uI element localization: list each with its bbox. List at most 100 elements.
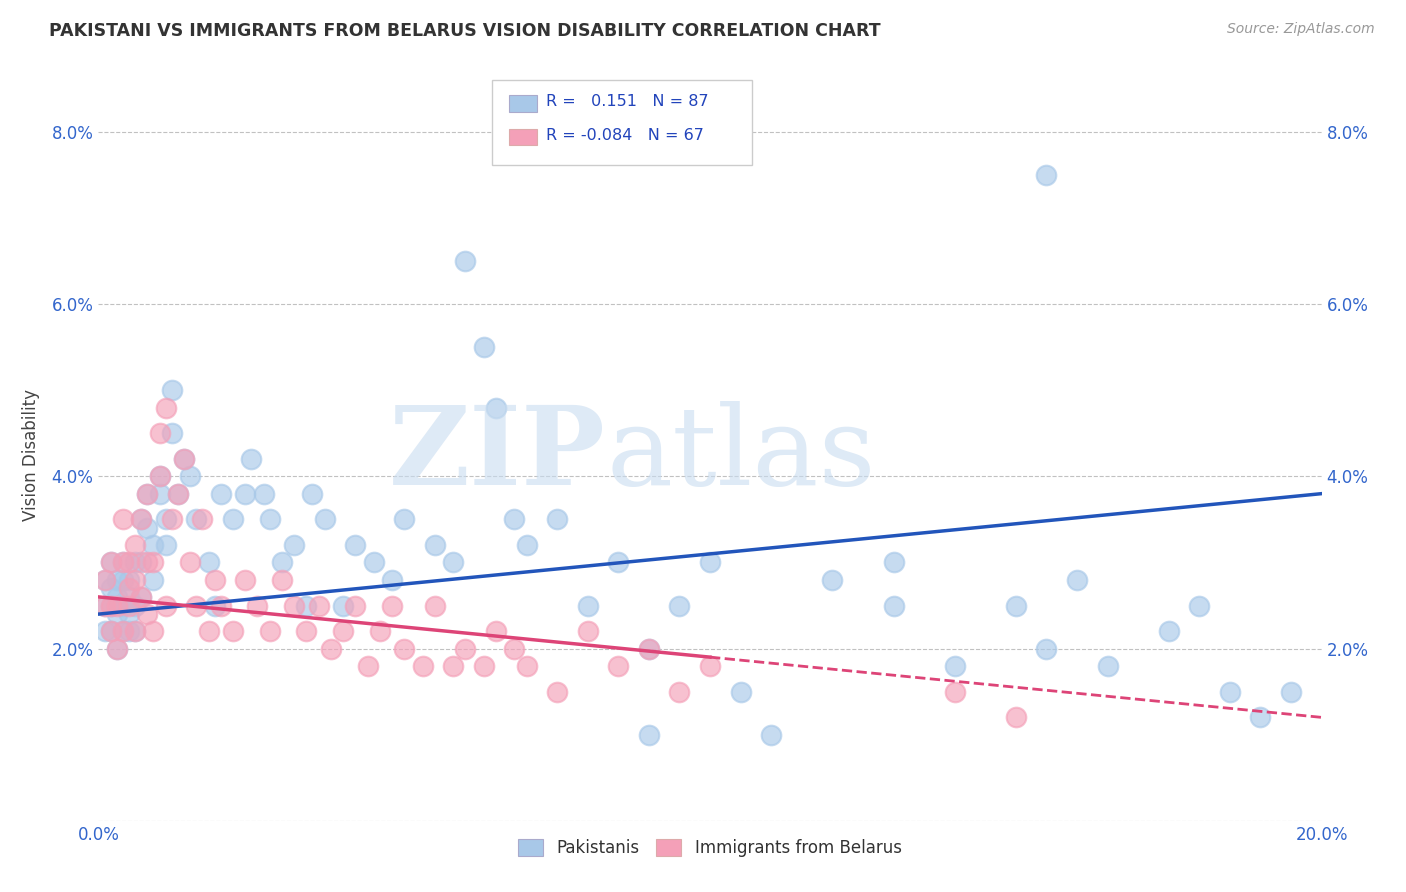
Point [283,599,305,613]
Point [124,556,146,570]
Point [332,599,354,613]
Point [503,641,526,656]
Point [344,599,367,613]
Legend: Pakistanis, Immigrants from Belarus: Pakistanis, Immigrants from Belarus [512,832,908,863]
Point [485,624,508,639]
Point [441,658,464,673]
Point [668,599,690,613]
Y-axis label: Vision Disability: Vision Disability [22,389,41,521]
Point [136,486,159,500]
Point [100,556,122,570]
Point [124,599,146,613]
Point [381,573,404,587]
Text: R = -0.084   N = 67: R = -0.084 N = 67 [546,128,703,143]
Text: Source: ZipAtlas.com: Source: ZipAtlas.com [1227,22,1375,37]
Point [155,538,177,552]
Point [105,599,128,613]
Point [576,624,599,639]
Point [363,556,385,570]
Point [222,512,245,526]
Point [167,486,190,500]
Point [1066,573,1088,587]
Point [100,599,122,613]
Point [1004,710,1026,724]
Point [516,658,538,673]
Point [105,607,128,621]
Point [209,486,232,500]
Point [240,452,263,467]
Point [259,624,281,639]
Point [118,573,141,587]
Point [821,573,844,587]
Point [136,607,159,621]
Point [759,728,782,742]
Point [136,556,159,570]
Point [546,684,568,698]
Point [155,512,177,526]
Point [142,573,165,587]
Point [607,658,630,673]
Point [637,728,661,742]
Point [485,401,508,415]
Point [197,556,219,570]
Point [546,512,568,526]
Point [308,599,330,613]
Point [111,512,134,526]
Point [454,254,477,268]
Point [105,573,128,587]
Point [1035,168,1057,182]
Point [129,512,152,526]
Point [160,512,183,526]
Point [149,486,172,500]
Point [129,556,152,570]
Point [118,590,141,604]
Point [100,599,122,613]
Point [637,641,661,656]
Point [93,599,115,613]
Point [142,556,165,570]
Point [173,452,195,467]
Point [233,573,256,587]
Point [105,590,128,604]
Point [100,624,122,639]
Point [472,658,495,673]
Point [344,538,367,552]
Text: ZIP: ZIP [389,401,606,508]
Point [943,684,966,698]
Point [295,599,318,613]
Point [118,556,141,570]
Point [607,556,630,570]
Point [295,624,318,639]
Point [93,624,115,639]
Point [149,469,172,483]
Point [1279,684,1302,698]
Point [270,556,292,570]
Point [124,624,146,639]
Point [118,582,141,596]
Point [319,641,342,656]
Point [179,556,201,570]
Point [392,641,416,656]
Point [155,401,177,415]
Point [576,599,599,613]
Point [149,469,172,483]
Point [1035,641,1057,656]
Text: R =   0.151   N = 87: R = 0.151 N = 87 [546,94,709,109]
Point [1004,599,1026,613]
Point [105,641,128,656]
Point [93,599,115,613]
Point [136,521,159,535]
Point [668,684,690,698]
Point [209,599,232,613]
Point [129,590,152,604]
Point [93,573,115,587]
Point [699,556,721,570]
Point [730,684,752,698]
Point [118,607,141,621]
Point [179,469,201,483]
Point [136,486,159,500]
Point [149,426,172,441]
Point [1157,624,1180,639]
Point [423,538,446,552]
Point [167,486,190,500]
